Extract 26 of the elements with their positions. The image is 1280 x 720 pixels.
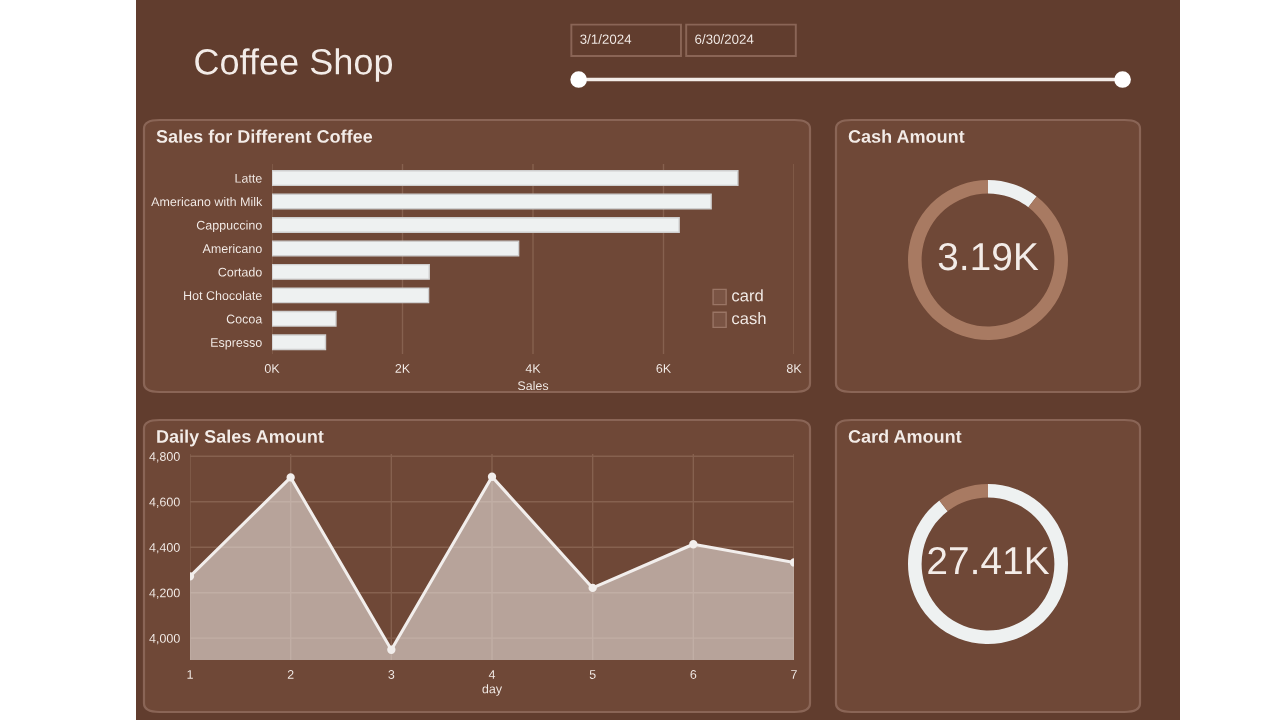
donut-slice <box>939 484 988 512</box>
annotation: cash <box>732 312 766 325</box>
bar <box>272 240 520 257</box>
text: 3.19K <box>938 242 1039 271</box>
chart-title: Cash Amount <box>848 129 965 143</box>
point <box>689 540 698 549</box>
point <box>588 583 597 593</box>
bar <box>272 170 739 187</box>
bar <box>272 193 712 210</box>
point <box>286 473 295 482</box>
bar <box>272 287 430 304</box>
chart-title: Card Amount <box>848 429 962 443</box>
donut-slice <box>908 484 1068 644</box>
annotation: card <box>732 289 763 302</box>
bar <box>272 217 680 233</box>
donut-slice <box>908 180 1068 340</box>
bar <box>272 310 337 327</box>
text: 27.41K <box>928 546 1050 575</box>
donut-slice <box>988 180 1037 208</box>
text: Coffee Shop <box>195 48 393 82</box>
chart-title: Sales for Different Coffee <box>156 129 373 143</box>
bar <box>272 263 430 280</box>
chart-title: Daily Sales Amount <box>157 429 324 447</box>
point <box>487 472 497 481</box>
point <box>387 645 396 654</box>
bar <box>272 334 327 351</box>
